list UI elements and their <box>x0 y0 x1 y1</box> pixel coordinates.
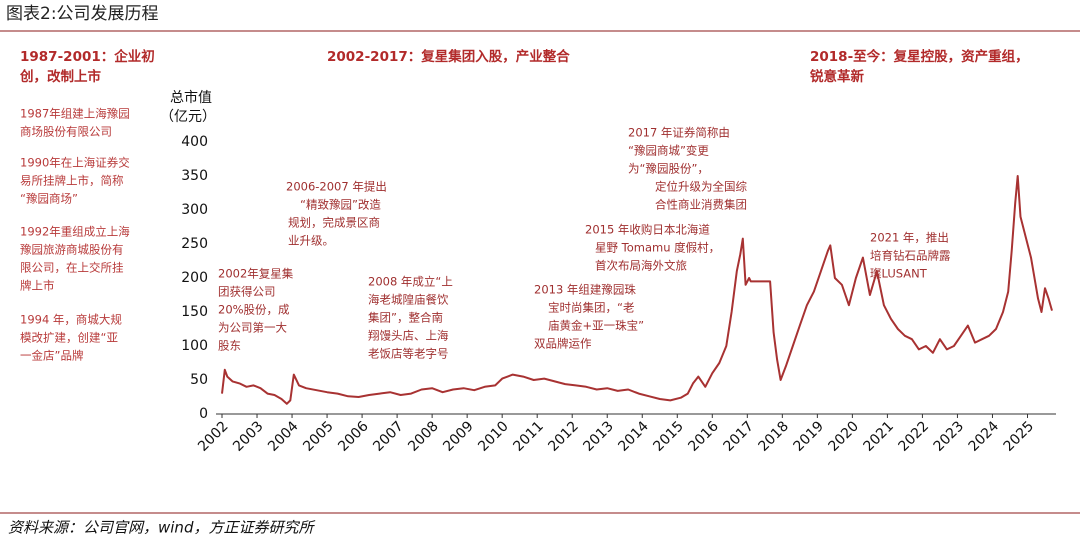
history-note: 商场股份有限公司 <box>20 125 112 139</box>
annotation: 为公司第一大 <box>218 321 287 335</box>
history-note: 豫园旅游商城股份有 <box>20 243 124 257</box>
x-tick-label: 2010 <box>475 418 512 455</box>
x-tick-label: 2016 <box>685 418 722 455</box>
y-tick-label: 250 <box>181 236 208 252</box>
annotation: 2002年复星集 <box>218 267 294 281</box>
annotation: 定位升级为全国综 <box>655 180 747 194</box>
annotation: 翔馒头店、上海 <box>368 329 449 343</box>
x-tick-label: 2021 <box>861 418 898 455</box>
annotation: 团获得公司 <box>218 285 276 299</box>
x-tick-label: 2014 <box>615 418 652 455</box>
phase-header: 创，改制上市 <box>19 68 101 85</box>
phase-header: 1987-2001：企业初 <box>20 48 155 65</box>
y-axis-label: （亿元） <box>160 109 216 125</box>
annotation: 星野 Tomamu 度假村， <box>595 241 720 255</box>
annotation: 规划，完成景区商 <box>288 216 380 230</box>
annotation: 业升级。 <box>288 234 334 248</box>
phase-header: 2002-2017：复星集团入股，产业整合 <box>327 48 570 65</box>
x-tick-label: 2020 <box>826 418 863 455</box>
x-tick-label: 2017 <box>720 418 757 455</box>
annotation: 为“豫园股份”， <box>628 162 709 176</box>
annotation: “豫园商城”变更 <box>628 144 709 158</box>
x-tick-label: 2003 <box>230 418 267 455</box>
history-note: 1994 年，商城大规 <box>20 313 122 327</box>
annotation: 庙黄金+亚一珠宝” <box>548 319 644 333</box>
x-tick-label: 2019 <box>791 418 828 455</box>
annotation: 2015 年收购日本北海道 <box>585 223 710 237</box>
annotation: 股东 <box>218 339 241 353</box>
annotation: 20%股份，成 <box>218 303 290 317</box>
phase-header: 锐意革新 <box>810 68 864 85</box>
x-tick-label: 2024 <box>966 418 1003 455</box>
annotation: 培育钻石品牌露 <box>870 249 951 263</box>
history-note: 1987年组建上海豫园 <box>20 107 130 121</box>
annotation: 宝时尚集团，“老 <box>548 301 634 315</box>
y-axis-label: 总市值 <box>170 89 212 106</box>
line-series <box>221 175 1053 405</box>
annotation: 双品牌运作 <box>534 337 592 351</box>
y-tick-label: 150 <box>181 304 208 320</box>
x-tick-label: 2022 <box>896 418 933 455</box>
x-tick-label: 2023 <box>931 418 968 455</box>
y-tick-label: 50 <box>190 372 208 388</box>
history-note: 易所挂牌上市，简称 <box>20 174 124 188</box>
x-tick-label: 2007 <box>370 418 407 455</box>
x-tick-label: 2002 <box>195 418 232 455</box>
history-note: 1990年在上海证券交 <box>20 156 130 170</box>
y-tick-label: 400 <box>181 134 208 150</box>
annotation: 首次布局海外文旅 <box>595 259 687 273</box>
annotation: 合性商业消费集团 <box>655 198 747 212</box>
y-tick-label: 350 <box>181 168 208 184</box>
history-note: 模改扩建，创建“亚 <box>20 331 118 345</box>
annotation: 海老城隍庙餐饮 <box>368 293 449 307</box>
annotation: 2021 年，推出 <box>870 231 949 245</box>
history-note: 1992年重组成立上海 <box>20 225 130 239</box>
history-note: “豫园商场” <box>20 192 78 206</box>
annotation: “精致豫园”改造 <box>300 198 381 212</box>
x-tick-label: 2013 <box>580 418 617 455</box>
y-tick-label: 0 <box>199 406 208 422</box>
annotation: 2006-2007 年提出 <box>286 180 387 194</box>
x-tick-label: 2008 <box>405 418 442 455</box>
y-tick-label: 200 <box>181 270 208 286</box>
source: 资料来源：公司官网，wind，方正证券研究所 <box>8 519 315 537</box>
x-tick-label: 2015 <box>650 418 687 455</box>
x-tick-label: 2025 <box>1001 418 1038 455</box>
annotation: 2017 年证券简称由 <box>628 126 730 140</box>
x-tick-label: 2018 <box>755 418 792 455</box>
y-tick-label: 100 <box>181 338 208 354</box>
annotation: 集团”，整合南 <box>368 311 443 325</box>
x-tick-label: 2005 <box>300 418 337 455</box>
annotation: 老饭店等老字号 <box>368 347 449 361</box>
x-tick-label: 2012 <box>545 418 582 455</box>
y-tick-label: 300 <box>181 202 208 218</box>
phase-header: 2018-至今：复星控股，资产重组， <box>810 48 1029 65</box>
x-tick-label: 2011 <box>510 418 547 455</box>
history-note: 限公司，在上交所挂 <box>20 261 124 275</box>
x-tick-label: 2006 <box>335 418 372 455</box>
annotation: 璨LUSANT <box>870 267 928 281</box>
x-tick-label: 2009 <box>440 418 477 455</box>
annotation: 2008 年成立“上 <box>368 275 453 289</box>
history-note: 一金店”品牌 <box>20 349 83 363</box>
x-tick-label: 2004 <box>265 418 302 455</box>
history-note: 牌上市 <box>20 279 55 293</box>
title: 图表2:公司发展历程 <box>6 4 159 24</box>
annotation: 2013 年组建豫园珠 <box>534 283 636 297</box>
